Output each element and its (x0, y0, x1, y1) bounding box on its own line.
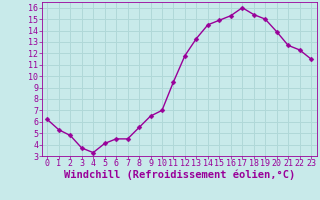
X-axis label: Windchill (Refroidissement éolien,°C): Windchill (Refroidissement éolien,°C) (64, 170, 295, 180)
